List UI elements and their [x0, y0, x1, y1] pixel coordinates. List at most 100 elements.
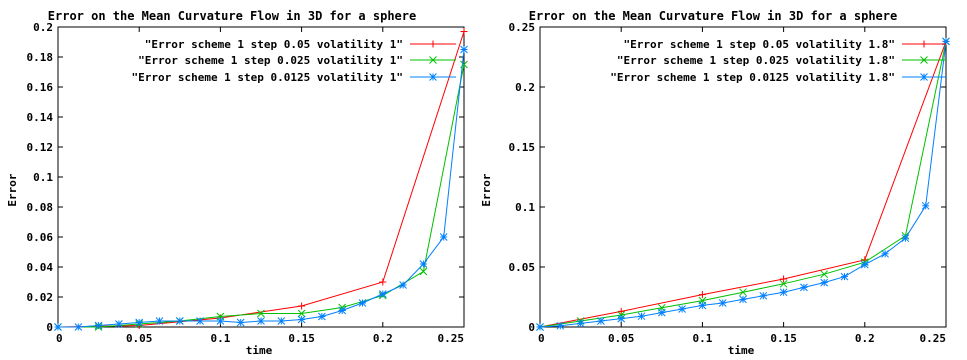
left-series-3-point — [318, 312, 326, 321]
left-series-2-point — [419, 267, 428, 276]
left-series-3-point — [94, 321, 103, 330]
left-ytick-label: 0.02 — [27, 291, 54, 304]
right-ytick-label: 0.05 — [509, 261, 536, 274]
left-series-3-point — [257, 317, 265, 325]
right-ytick-label: 0 — [528, 321, 535, 334]
left-series-3-point — [175, 317, 184, 325]
chart-right-xlabel: time — [728, 344, 755, 357]
right-xtick-label: 0.2 — [855, 332, 875, 345]
chart-left-legend: "Error scheme 1 step 0.05 volatility 1" … — [131, 38, 456, 84]
right-legend-marker-3 — [920, 73, 928, 81]
right-series-3-point — [657, 308, 666, 317]
chart-right-title: Error on the Mean Curvature Flow in 3D f… — [529, 9, 897, 23]
right-series-3-point — [779, 288, 788, 297]
left-series-3-point — [378, 290, 387, 298]
left-series-3-point — [399, 281, 407, 289]
chart-left-x-ticks: 0 0.05 0.1 0.15 0.2 0.25 — [56, 27, 465, 345]
right-series-3-point — [739, 295, 747, 304]
right-xtick-label: 0 — [538, 332, 545, 345]
right-series-1-line — [539, 41, 947, 328]
left-series-3-point — [236, 318, 245, 327]
chart-right: Error on the Mean Curvature Flow in 3D f… — [480, 9, 950, 357]
legend-right-label-1: "Error scheme 1 step 0.05 volatility 1.8… — [623, 38, 895, 51]
left-legend-marker-3 — [429, 73, 437, 81]
left-ytick-label: 0.18 — [27, 51, 54, 64]
chart-right-x-ticks: 0 0.05 0.1 0.15 0.2 0.25 — [538, 27, 947, 345]
left-ytick-label: 0.1 — [33, 171, 53, 184]
right-series-2-line — [539, 41, 947, 328]
left-ytick-label: 0.06 — [27, 231, 54, 244]
left-xtick-label: 0.05 — [126, 332, 153, 345]
right-series-3-point — [637, 312, 646, 321]
left-series-3-point — [297, 315, 306, 324]
left-legend-marker-1 — [429, 40, 437, 48]
left-series-3-point — [216, 317, 225, 325]
legend-left-label-1: "Error scheme 1 step 0.05 volatility 1" — [145, 38, 403, 51]
right-series-1-point — [780, 275, 788, 283]
right-ytick-label: 0.2 — [515, 81, 535, 94]
right-series-2-point — [820, 270, 829, 279]
left-xtick-label: 0.1 — [210, 332, 230, 345]
right-series-3-point — [678, 305, 686, 313]
right-legend-marker-2 — [920, 56, 928, 64]
right-series-3-point — [617, 314, 626, 323]
left-series-3-point — [135, 318, 144, 327]
left-series-3-point — [115, 320, 123, 328]
left-series-3-point — [460, 45, 468, 54]
left-xtick-label: 0.15 — [288, 332, 315, 345]
left-series-3-point — [74, 323, 83, 331]
right-series-3-point — [556, 321, 565, 330]
right-series-3-point — [536, 323, 544, 331]
legend-right-label-2: "Error scheme 1 step 0.025 volatility 1.… — [617, 54, 895, 67]
left-ytick-label: 0.16 — [27, 81, 54, 94]
left-ytick-label: 0 — [46, 321, 53, 334]
left-ytick-label: 0.04 — [27, 261, 54, 274]
left-series-3-point — [155, 317, 164, 325]
right-series-1-point — [617, 307, 625, 315]
right-series-3-point — [820, 278, 829, 287]
right-series-3-point — [881, 249, 889, 258]
left-series-3-point — [196, 317, 204, 325]
legend-left-label-3: "Error scheme 1 step 0.0125 volatility 1… — [131, 71, 403, 84]
right-ytick-label: 0.15 — [509, 141, 536, 154]
right-series-3-point — [860, 260, 869, 269]
left-ytick-label: 0.08 — [27, 201, 54, 214]
left-series-1-point — [379, 278, 387, 286]
right-series-3-point — [576, 319, 585, 328]
right-series-3-point — [921, 201, 930, 210]
right-legend-marker-1 — [920, 40, 928, 48]
left-legend-marker-2 — [429, 56, 437, 64]
chart-left-series — [54, 28, 468, 331]
right-series-3-point — [800, 283, 808, 292]
left-series-3-point — [54, 323, 62, 331]
left-xtick-label: 0.2 — [373, 332, 393, 345]
right-ytick-label: 0.25 — [509, 21, 536, 34]
left-ytick-label: 0.12 — [27, 141, 54, 154]
chart-left: Error on the Mean Curvature Flow in 3D f… — [6, 9, 468, 357]
right-series-2-point — [739, 288, 747, 297]
left-series-3-point — [439, 233, 448, 241]
legend-left-label-2: "Error scheme 1 step 0.025 volatility 1" — [138, 54, 403, 67]
right-xtick-label: 0.1 — [692, 332, 712, 345]
legend-right-label-3: "Error scheme 1 step 0.0125 volatility 1… — [610, 71, 895, 84]
chart-right-plot-frame — [539, 26, 947, 328]
chart-left-y-ticks: 0 0.02 0.04 0.06 0.08 0.1 0.12 0.14 0.16 0.18 0.2 — [27, 21, 464, 334]
right-xtick-label: 0.05 — [608, 332, 635, 345]
left-series-3-point — [277, 317, 286, 325]
chart-right-legend: "Error scheme 1 step 0.05 volatility 1.8… — [610, 38, 946, 84]
right-xtick-label: 0.25 — [920, 332, 947, 345]
chart-right-series — [536, 37, 950, 331]
right-series-2-point — [779, 279, 788, 288]
right-series-3-point — [597, 317, 605, 325]
right-series-3-point — [698, 301, 707, 310]
right-series-3-point — [901, 234, 910, 243]
left-series-2-point — [257, 309, 265, 318]
right-series-2-point — [617, 311, 626, 319]
left-ytick-label: 0.14 — [27, 111, 54, 124]
right-series-3-point — [840, 272, 849, 281]
right-ytick-label: 0.1 — [515, 201, 535, 214]
right-series-1-point — [698, 291, 706, 299]
left-series-1-line — [57, 31, 465, 328]
right-series-3-point — [718, 299, 727, 307]
